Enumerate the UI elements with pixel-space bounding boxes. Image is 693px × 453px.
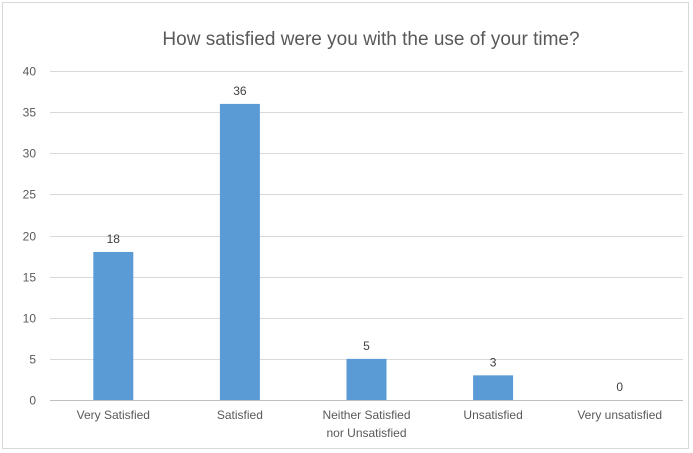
y-tick-label: 10 [23, 312, 37, 326]
x-axis-categories: Very Satisfied Satisfied Neither Satisfied… [77, 408, 662, 440]
gridlines [50, 71, 683, 401]
data-label: 5 [363, 339, 370, 353]
bar [93, 251, 134, 400]
category-label: Very unsatisfied [577, 408, 662, 422]
category-label: nor Unsatisfied [326, 426, 406, 440]
y-tick-label: 30 [23, 147, 37, 161]
data-label: 0 [616, 380, 623, 394]
data-label: 18 [107, 232, 121, 246]
chart-title: How satisfied were you with the use of y… [162, 29, 579, 50]
y-tick-label: 40 [23, 65, 37, 79]
category-label: Satisfied [217, 408, 263, 422]
y-tick-label: 0 [29, 394, 36, 408]
y-tick-label: 35 [23, 106, 37, 120]
y-tick-label: 25 [23, 188, 37, 202]
bar [219, 103, 260, 401]
y-axis-ticks: 0 5 10 15 20 25 30 35 40 [23, 65, 37, 408]
data-label: 3 [490, 355, 497, 369]
bars [93, 103, 514, 401]
bar [473, 375, 514, 400]
y-tick-label: 5 [29, 353, 36, 367]
category-label: Neither Satisfied [322, 408, 410, 422]
y-tick-label: 20 [23, 230, 37, 244]
bar [346, 358, 387, 400]
category-label: Very Satisfied [77, 408, 150, 422]
y-tick-label: 15 [23, 271, 37, 285]
data-labels: 18 36 5 3 0 [107, 84, 624, 394]
category-label: Unsatisfied [463, 408, 522, 422]
data-label: 36 [233, 84, 247, 98]
